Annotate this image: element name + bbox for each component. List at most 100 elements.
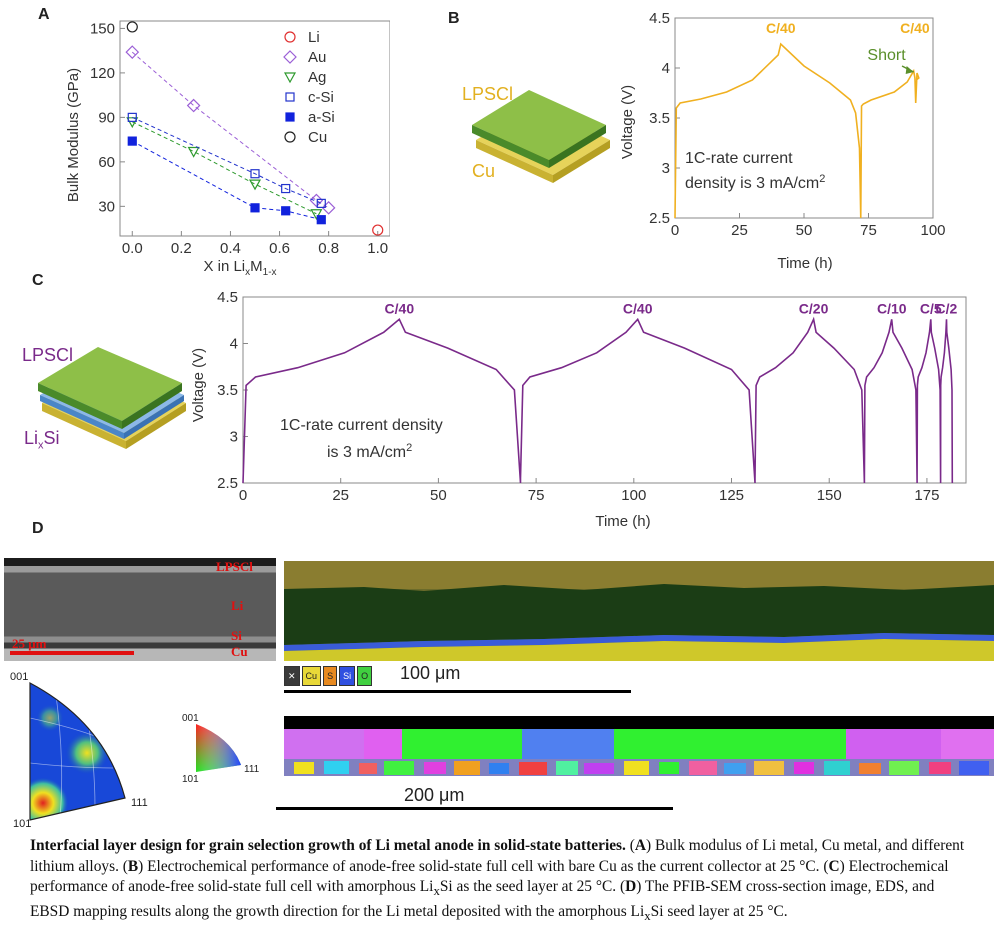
y-tick-label: 120 (90, 65, 115, 82)
sem-scale-label: 25 μm (12, 636, 47, 651)
y-tick-label: 3.5 (217, 382, 238, 399)
cu-layer-right (553, 140, 610, 183)
short-arrow-head (905, 66, 914, 74)
x-tick-label: 125 (719, 487, 744, 504)
eds-legend-icon: ✕ (284, 666, 300, 686)
data-point-au (321, 200, 336, 215)
caption-letter: C (828, 857, 840, 875)
panel-label-b: B (448, 10, 460, 27)
data-point-au (186, 98, 201, 113)
cu-layer-left (42, 403, 126, 449)
x-tick-label: 50 (430, 487, 447, 504)
cu-layer-right (126, 403, 186, 449)
legend-label-c-si: c-Si (308, 89, 334, 106)
sem-label-si: Si (231, 628, 242, 643)
data-point-c-si (127, 112, 137, 122)
x-tick-label: 25 (731, 222, 748, 239)
caption-text: Si seed layer at 25 °C. (650, 902, 788, 920)
y-tick-label: 3 (230, 429, 238, 446)
x-tick-label: 75 (528, 487, 545, 504)
data-point-a-si (250, 203, 260, 213)
x-tick-label: 0.0 (122, 240, 143, 257)
eds-legend-o: O (357, 666, 373, 686)
sem-label-cu: Cu (231, 644, 248, 659)
eds-scale-label: 100 μm (400, 663, 461, 683)
ipf-color-key: 001 101 111 (182, 713, 260, 782)
data-point-au (283, 50, 297, 64)
data-point-ag (248, 179, 262, 191)
pole-label-101: 101 (13, 818, 31, 828)
panel-label-d: D (32, 520, 44, 537)
y-tick-label: 3 (662, 160, 670, 177)
data-point-ag (283, 72, 297, 84)
y-tick-label: 4 (230, 336, 238, 353)
eds-legend-cu: Cu (301, 666, 322, 686)
y-tick-label: 150 (90, 20, 115, 37)
key-label-001: 001 (182, 713, 199, 724)
data-point-li (372, 224, 384, 236)
sem-label-li: Li (231, 598, 244, 613)
data-point-a-si (285, 112, 295, 122)
y-tick-label: 4.5 (217, 289, 238, 306)
pole-label-111: 111 (131, 797, 148, 809)
pole-label-001: 001 (10, 671, 28, 683)
axis-xlabel: Time (h) (777, 255, 832, 272)
y-tick-label: 2.5 (649, 210, 670, 227)
data-point-c-si (316, 198, 326, 208)
schematic-lisi-cell (38, 347, 186, 449)
ebsd-scale-label: 200 μm (404, 785, 465, 805)
bulk-modulus-chart: Bulk Modulus (GPa) X in LixM1-x 0.0 0.2 0.… (65, 20, 390, 278)
y-tick-label: 90 (98, 109, 115, 126)
lpscl-layer-left (38, 383, 122, 429)
eds-map-image (284, 561, 994, 661)
caption-text: ) The PFIB-SEM cross-section image, EDS,… (30, 878, 935, 920)
legend-label-a-si: a-Si (308, 109, 335, 126)
data-point-a-si (281, 206, 291, 216)
y-tick-label: 4.5 (649, 12, 670, 27)
data-point-li (284, 31, 296, 43)
eds-scale-bar (284, 690, 631, 693)
eds-legend-s: S (323, 666, 338, 686)
data-point-a-si (316, 215, 326, 225)
y-tick-label: 2.5 (217, 475, 238, 492)
caption-text: Si as the seed layer at 25 °C. ( (439, 878, 626, 895)
axis-xlabel: Time (h) (595, 513, 650, 530)
axis-ylabel: Voltage (V) (190, 348, 207, 422)
sem-label-lpscl: LPSCl (216, 559, 253, 574)
y-tick-label: 60 (98, 154, 115, 171)
x-tick-label: 100 (920, 222, 945, 239)
caption-letter: A (634, 837, 646, 854)
schematic-cu-cell (472, 90, 610, 183)
x-tick-label: 0.2 (171, 240, 192, 257)
data-point-au (125, 45, 140, 59)
data-point-au (309, 193, 324, 208)
rate-annotation: C/40 (623, 301, 653, 317)
y-tick-label: 30 (98, 198, 115, 215)
lpscl-layer-left (472, 125, 549, 168)
caption-title: Interfacial layer design for grain selec… (30, 837, 626, 854)
data-point-a-si (127, 136, 137, 146)
lpscl-layer-top (38, 347, 182, 421)
panel-label-c: C (32, 272, 44, 289)
key-label-111: 111 (244, 764, 260, 775)
series-line-a-si (132, 140, 322, 221)
note-line-2: is 3 mA/cm2 (327, 442, 412, 461)
rate-annotation: C/5 (920, 301, 942, 317)
schematic-label-lpscl: LPSCl (22, 345, 74, 365)
x-tick-label: 150 (817, 487, 842, 504)
figure-caption: Interfacial layer design for grain selec… (30, 836, 975, 926)
legend-label-ag: Ag (308, 69, 326, 86)
sem-cross-section-image: LPSCl Li Si Cu 25 μm (4, 558, 276, 661)
sem-scale-bar (10, 651, 134, 655)
x-tick-label: 0.8 (318, 240, 339, 257)
x-tick-label: 75 (860, 222, 877, 239)
caption-letter: B (127, 857, 139, 875)
x-tick-label: 0 (239, 487, 247, 504)
note-line-2: density is 3 mA/cm2 (685, 173, 825, 192)
x-tick-label: 1.0 (367, 240, 388, 257)
lpscl-layer-top (472, 90, 606, 160)
data-point-cu (284, 131, 296, 143)
pole-figure: 001 101 111 (10, 671, 148, 828)
data-point-c-si (250, 169, 260, 179)
data-point-ag (187, 146, 200, 158)
